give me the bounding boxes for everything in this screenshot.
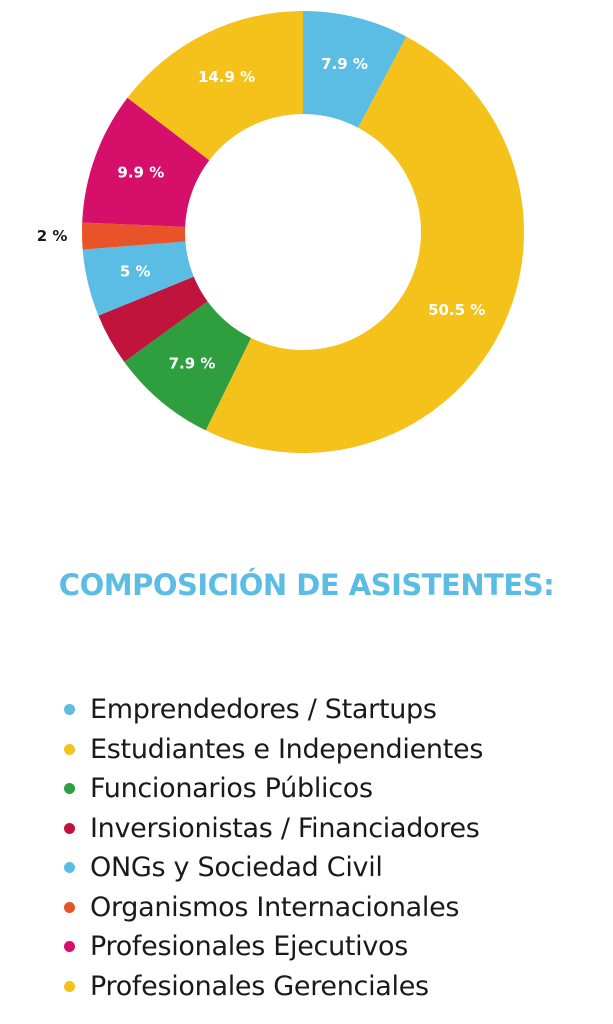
legend-item: Profesionales Gerenciales: [64, 967, 483, 1007]
chart-title: COMPOSICIÓN DE ASISTENTES:: [58, 568, 555, 602]
slice-data-label: 7.9 %: [321, 55, 368, 73]
legend-item: ONGs y Sociedad Civil: [64, 848, 483, 888]
legend-item: Funcionarios Públicos: [64, 769, 483, 809]
legend-label: Organismos Internacionales: [90, 891, 460, 923]
legend-item: Emprendedores / Startups: [64, 690, 483, 730]
donut-chart: 7.9 % 50.5 % 7.9 % 5 % 2 % 9.9 % 14.9 %: [0, 0, 613, 470]
legend-bullet-icon: [64, 704, 75, 716]
donut-slice: [82, 241, 194, 316]
legend-label: Funcionarios Públicos: [90, 773, 373, 805]
legend-bullet-icon: [64, 822, 75, 834]
slice-data-label: 7.9 %: [169, 355, 216, 373]
legend-label: ONGs y Sociedad Civil: [90, 852, 383, 884]
slice-data-label: 14.9 %: [198, 68, 255, 86]
legend-label: Profesionales Ejecutivos: [90, 931, 409, 963]
legend-label: Emprendedores / Startups: [90, 694, 437, 726]
donut-chart-svg: 7.9 % 50.5 % 7.9 % 5 % 2 % 9.9 % 14.9 %: [37, 11, 525, 454]
slice-data-label: 2 %: [37, 227, 68, 245]
donut-slice: [124, 301, 252, 431]
legend-bullet-icon: [64, 980, 75, 992]
legend-label: Inversionistas / Financiadores: [90, 812, 480, 844]
donut-slice: [98, 276, 208, 362]
donut-slice: [82, 222, 186, 250]
donut-slice: [303, 11, 407, 128]
donut-slice: [82, 97, 210, 227]
legend: Emprendedores / Startups Estudiantes e In…: [64, 690, 483, 1006]
legend-label: Profesionales Gerenciales: [90, 970, 429, 1002]
legend-bullet-icon: [64, 783, 75, 795]
donut-slice: [205, 36, 525, 454]
slice-data-label: 9.9 %: [117, 164, 164, 182]
slice-data-label: 50.5 %: [428, 301, 485, 319]
donut-slice: [127, 11, 303, 161]
legend-item: Inversionistas / Financiadores: [64, 809, 483, 849]
slice-data-label: 5 %: [120, 263, 151, 281]
legend-bullet-icon: [64, 901, 75, 913]
legend-label: Estudiantes e Independientes: [90, 733, 484, 765]
legend-item: Organismos Internacionales: [64, 888, 483, 928]
legend-item: Estudiantes e Independientes: [64, 730, 483, 770]
legend-item: Profesionales Ejecutivos: [64, 927, 483, 967]
legend-bullet-icon: [64, 743, 75, 755]
legend-bullet-icon: [64, 941, 75, 953]
legend-bullet-icon: [64, 862, 75, 874]
